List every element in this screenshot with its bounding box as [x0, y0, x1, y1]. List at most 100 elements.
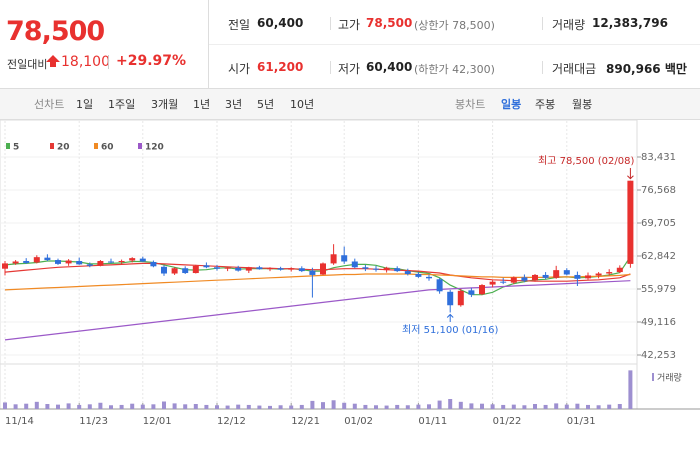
x-tick-label: 12/21	[291, 416, 320, 427]
x-tick-label: 01/11	[418, 416, 447, 427]
period-tab[interactable]: 1일	[76, 98, 94, 111]
candle-tab[interactable]: 일봉	[501, 98, 522, 111]
candle-body	[86, 264, 93, 266]
volume-bar	[352, 403, 357, 409]
y-tick-label: 76,568	[641, 185, 676, 196]
candle-body	[595, 273, 602, 276]
volume-bar	[617, 404, 622, 409]
x-tick-label: 11/23	[79, 416, 108, 427]
volume-bar	[109, 405, 113, 409]
candle-body	[627, 180, 634, 264]
volume-bar	[45, 404, 50, 409]
candle-body	[33, 257, 40, 263]
divider	[208, 0, 209, 88]
legend-swatch	[6, 143, 10, 149]
volume-bar	[289, 405, 294, 409]
period-tab[interactable]: 5년	[257, 98, 275, 111]
volume-bar	[87, 404, 92, 409]
volume-bar	[66, 403, 71, 409]
candle-body	[563, 270, 570, 275]
candle-body	[373, 268, 379, 270]
candle-body	[256, 267, 263, 270]
stat-value: 60,400	[366, 60, 413, 74]
y-tick-label: 42,253	[641, 350, 676, 361]
candle-body	[521, 277, 528, 281]
x-tick-label: 01/31	[567, 416, 596, 427]
ma-line	[4, 262, 631, 282]
annotation-arrow-head	[627, 175, 634, 180]
volume-bar	[172, 403, 177, 409]
candle-body	[447, 291, 454, 306]
candle-body	[309, 270, 316, 275]
divider	[542, 61, 543, 74]
annotation-arrow-head	[446, 313, 454, 318]
tab-label[interactable]: 선차트	[34, 98, 65, 111]
candle-body	[161, 266, 167, 274]
period-tab[interactable]: 3개월	[151, 98, 179, 111]
volume-bar	[204, 404, 209, 409]
volume-bar	[215, 405, 219, 409]
tab-label[interactable]: 봉차트	[455, 98, 486, 111]
period-tab[interactable]: 1년	[193, 98, 211, 111]
volume-bar	[225, 405, 230, 409]
header	[0, 0, 700, 89]
y-tick-label: 62,842	[641, 251, 676, 262]
legend-swatch	[138, 143, 142, 149]
divider	[330, 17, 331, 30]
stat-label: 거래량	[552, 18, 586, 32]
candle-body	[118, 261, 125, 263]
y-tick-label: 49,116	[641, 317, 676, 328]
high-annotation: 최고 78,500 (02/08)	[538, 155, 634, 167]
x-tick-label: 01/22	[493, 416, 522, 427]
volume-bar	[469, 403, 474, 409]
divider	[209, 44, 700, 45]
candle-body	[532, 274, 538, 281]
candle-body	[510, 277, 517, 283]
volume-bar	[162, 401, 166, 409]
candle-tab[interactable]: 주봉	[535, 98, 556, 111]
volume-bar	[416, 404, 421, 409]
candle-body	[489, 281, 496, 285]
stat-label: 전일	[228, 18, 251, 32]
y-tick-label: 69,705	[641, 218, 676, 229]
volume-bar	[246, 404, 251, 409]
candle-body	[500, 281, 507, 283]
volume-bar	[480, 403, 484, 409]
volume-legend: 거래량	[657, 372, 682, 384]
volume-bar	[395, 404, 400, 409]
volume-bar	[448, 399, 453, 409]
period-tab[interactable]: 1주일	[108, 98, 136, 111]
stat-label: 고가	[338, 18, 361, 32]
volume-bar	[130, 403, 135, 409]
period-tab[interactable]: 3년	[225, 98, 243, 111]
volume-bar	[34, 401, 39, 409]
low-annotation: 최저 51,100 (01/16)	[402, 324, 498, 336]
legend-label: 120	[145, 143, 164, 153]
tab-bar	[0, 89, 700, 120]
candle-body	[171, 268, 178, 274]
candle-body	[214, 267, 220, 269]
candle-body	[55, 260, 61, 264]
volume-bar	[193, 404, 198, 409]
candle-body	[330, 254, 337, 264]
candle-tab[interactable]: 월봉	[572, 98, 593, 111]
candle-body	[616, 267, 623, 273]
period-tab[interactable]: 10년	[290, 98, 315, 111]
volume-bar	[374, 405, 378, 409]
stat-label: 시가	[228, 62, 251, 76]
volume-bar	[628, 370, 633, 409]
volume-bar	[98, 402, 103, 409]
legend-label: 60	[101, 143, 114, 153]
volume-frame	[0, 363, 638, 410]
candle-body	[479, 285, 485, 295]
volume-bar	[554, 403, 559, 409]
volume-bar	[533, 404, 537, 409]
volume-bar	[268, 405, 272, 409]
volume-bar	[310, 400, 315, 409]
stat-label: 거래대금	[552, 62, 597, 76]
candle-body	[362, 267, 369, 269]
stat-value: 61,200	[257, 60, 304, 74]
volume-bar	[596, 405, 601, 409]
volume-bar	[501, 404, 506, 409]
